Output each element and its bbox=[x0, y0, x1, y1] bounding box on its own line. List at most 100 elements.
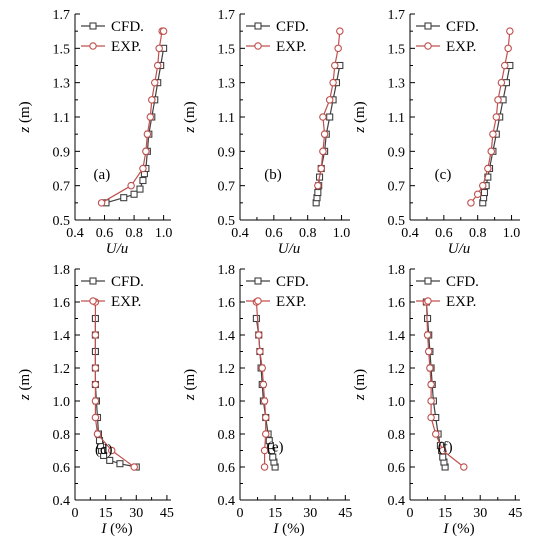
y-axis-unit: (m) bbox=[17, 101, 33, 126]
panel-label: (d) bbox=[95, 442, 113, 458]
x-axis-variable: U/u bbox=[448, 241, 471, 257]
x-tick-label: 0.8 bbox=[125, 226, 143, 241]
cfd-point bbox=[252, 314, 260, 323]
y-tick-label: 0.8 bbox=[218, 428, 236, 443]
y-tick-label: 1.5 bbox=[53, 42, 71, 57]
y-tick-label: 1.3 bbox=[53, 77, 71, 92]
exp-point bbox=[258, 364, 266, 372]
cfd-point bbox=[326, 113, 334, 121]
exp-point bbox=[91, 331, 100, 339]
y-tick-label: 1.0 bbox=[218, 395, 236, 410]
legend-marker-square bbox=[254, 22, 262, 30]
x-tick-label: 0.4 bbox=[231, 226, 249, 241]
exp-point bbox=[260, 463, 269, 471]
x-tick-label: 0 bbox=[407, 506, 414, 521]
legend-marker-square bbox=[89, 22, 97, 30]
x-axis-variable: I bbox=[442, 521, 449, 537]
exp-point bbox=[142, 147, 150, 156]
y-tick-label: 0.7 bbox=[53, 180, 71, 195]
exp-point bbox=[504, 44, 512, 53]
y-axis-unit: (m) bbox=[17, 369, 33, 394]
y-axis-label: z (m) bbox=[182, 101, 198, 133]
y-tick-label: 0.5 bbox=[388, 214, 406, 229]
exp-point bbox=[426, 364, 434, 372]
y-axis-variable: z bbox=[352, 394, 368, 401]
x-tick-label: 30 bbox=[303, 506, 317, 521]
exp-point bbox=[427, 397, 435, 405]
legend-marker-square bbox=[89, 277, 97, 285]
y-tick-label: 1.2 bbox=[218, 362, 236, 377]
exp-point bbox=[314, 181, 322, 190]
panel-label: (f) bbox=[438, 439, 453, 455]
series-line-exp bbox=[255, 301, 267, 467]
exp-point bbox=[506, 27, 514, 35]
legend-label: EXP. bbox=[111, 294, 141, 310]
y-tick-label: 1.1 bbox=[53, 111, 71, 126]
cfd-point bbox=[106, 456, 114, 464]
exp-point bbox=[261, 430, 270, 438]
legend-marker-square bbox=[254, 277, 262, 285]
x-axis-variable: U/u bbox=[106, 241, 129, 257]
legend-label: CFD. bbox=[111, 19, 144, 35]
exp-point bbox=[501, 61, 509, 70]
exp-point bbox=[91, 364, 100, 372]
exp-point bbox=[97, 199, 106, 207]
y-axis-unit: (m) bbox=[352, 101, 368, 126]
y-tick-label: 1.8 bbox=[388, 263, 406, 278]
legend-label: EXP. bbox=[446, 39, 476, 55]
x-tick-label: 45 bbox=[508, 506, 522, 521]
y-tick-label: 0.6 bbox=[53, 461, 71, 476]
cfd-point bbox=[480, 188, 489, 197]
y-axis-unit: (m) bbox=[352, 369, 368, 394]
x-tick-label: 15 bbox=[99, 506, 113, 521]
x-tick-label: 45 bbox=[160, 506, 174, 521]
cfd-point bbox=[116, 460, 124, 468]
x-axis-label: U/u bbox=[106, 241, 129, 257]
legend-label: CFD. bbox=[276, 274, 309, 290]
panel-label: (a) bbox=[94, 167, 111, 183]
x-tick-label: 1.0 bbox=[155, 226, 173, 241]
y-tick-label: 0.6 bbox=[388, 461, 406, 476]
x-axis-variable: U/u bbox=[278, 241, 301, 257]
x-axis-label: U/u bbox=[448, 241, 471, 257]
x-tick-label: 45 bbox=[338, 506, 352, 521]
y-axis-label: z (m) bbox=[17, 101, 33, 133]
x-tick-label: 0.6 bbox=[96, 226, 114, 241]
x-axis-unit: (%) bbox=[448, 521, 474, 537]
y-tick-label: 1.5 bbox=[218, 42, 236, 57]
y-tick-label: 0.6 bbox=[218, 461, 236, 476]
legend-marker-circle bbox=[254, 297, 262, 305]
exp-point bbox=[319, 113, 327, 121]
panel-d: 0.4 0.6 0.8 1.0 1.2 1.4 1.6 1.8 0 15 30 45 I (%) z (m… bbox=[17, 263, 174, 537]
y-tick-label: 0.7 bbox=[388, 180, 406, 195]
exp-point bbox=[148, 96, 156, 104]
exp-point bbox=[319, 147, 327, 156]
exp-point bbox=[259, 380, 268, 389]
panel-f: 0.4 0.6 0.8 1.0 1.2 1.4 1.6 1.8 0 15 30 45 I (%) z (m… bbox=[352, 263, 522, 537]
x-tick-label: 15 bbox=[438, 506, 452, 521]
x-axis-label: I (%) bbox=[100, 521, 132, 537]
x-tick-label: 0.8 bbox=[299, 226, 317, 241]
exp-point bbox=[146, 113, 155, 121]
panel-e: 0.4 0.6 0.8 1.0 1.2 1.4 1.6 1.8 0 15 30 45 I (%) z (m… bbox=[182, 263, 352, 537]
cfd-point bbox=[265, 437, 273, 445]
y-axis-label: z (m) bbox=[352, 101, 368, 133]
legend-marker-circle bbox=[89, 297, 97, 305]
legend-marker-circle bbox=[254, 42, 262, 50]
y-axis-variable: z bbox=[182, 127, 198, 134]
y-tick-label: 0.4 bbox=[53, 494, 71, 509]
y-tick-label: 1.2 bbox=[388, 362, 406, 377]
exp-point bbox=[91, 413, 100, 422]
exp-point bbox=[325, 96, 334, 104]
y-tick-label: 1.7 bbox=[218, 8, 236, 23]
cfd-point bbox=[136, 185, 144, 193]
x-tick-label: 0 bbox=[72, 506, 79, 521]
exp-point bbox=[260, 397, 269, 405]
y-axis-label: z (m) bbox=[352, 369, 368, 401]
y-tick-label: 1.1 bbox=[388, 111, 406, 126]
exp-point bbox=[479, 181, 487, 190]
legend-marker-circle bbox=[424, 42, 432, 50]
y-axis-unit: (m) bbox=[182, 101, 198, 126]
panel-a: 0.5 0.7 0.9 1.1 1.3 1.5 1.7 0.4 0.6 0.8 1.0 U/u z (m… bbox=[17, 8, 172, 257]
y-tick-label: 1.4 bbox=[218, 329, 236, 344]
